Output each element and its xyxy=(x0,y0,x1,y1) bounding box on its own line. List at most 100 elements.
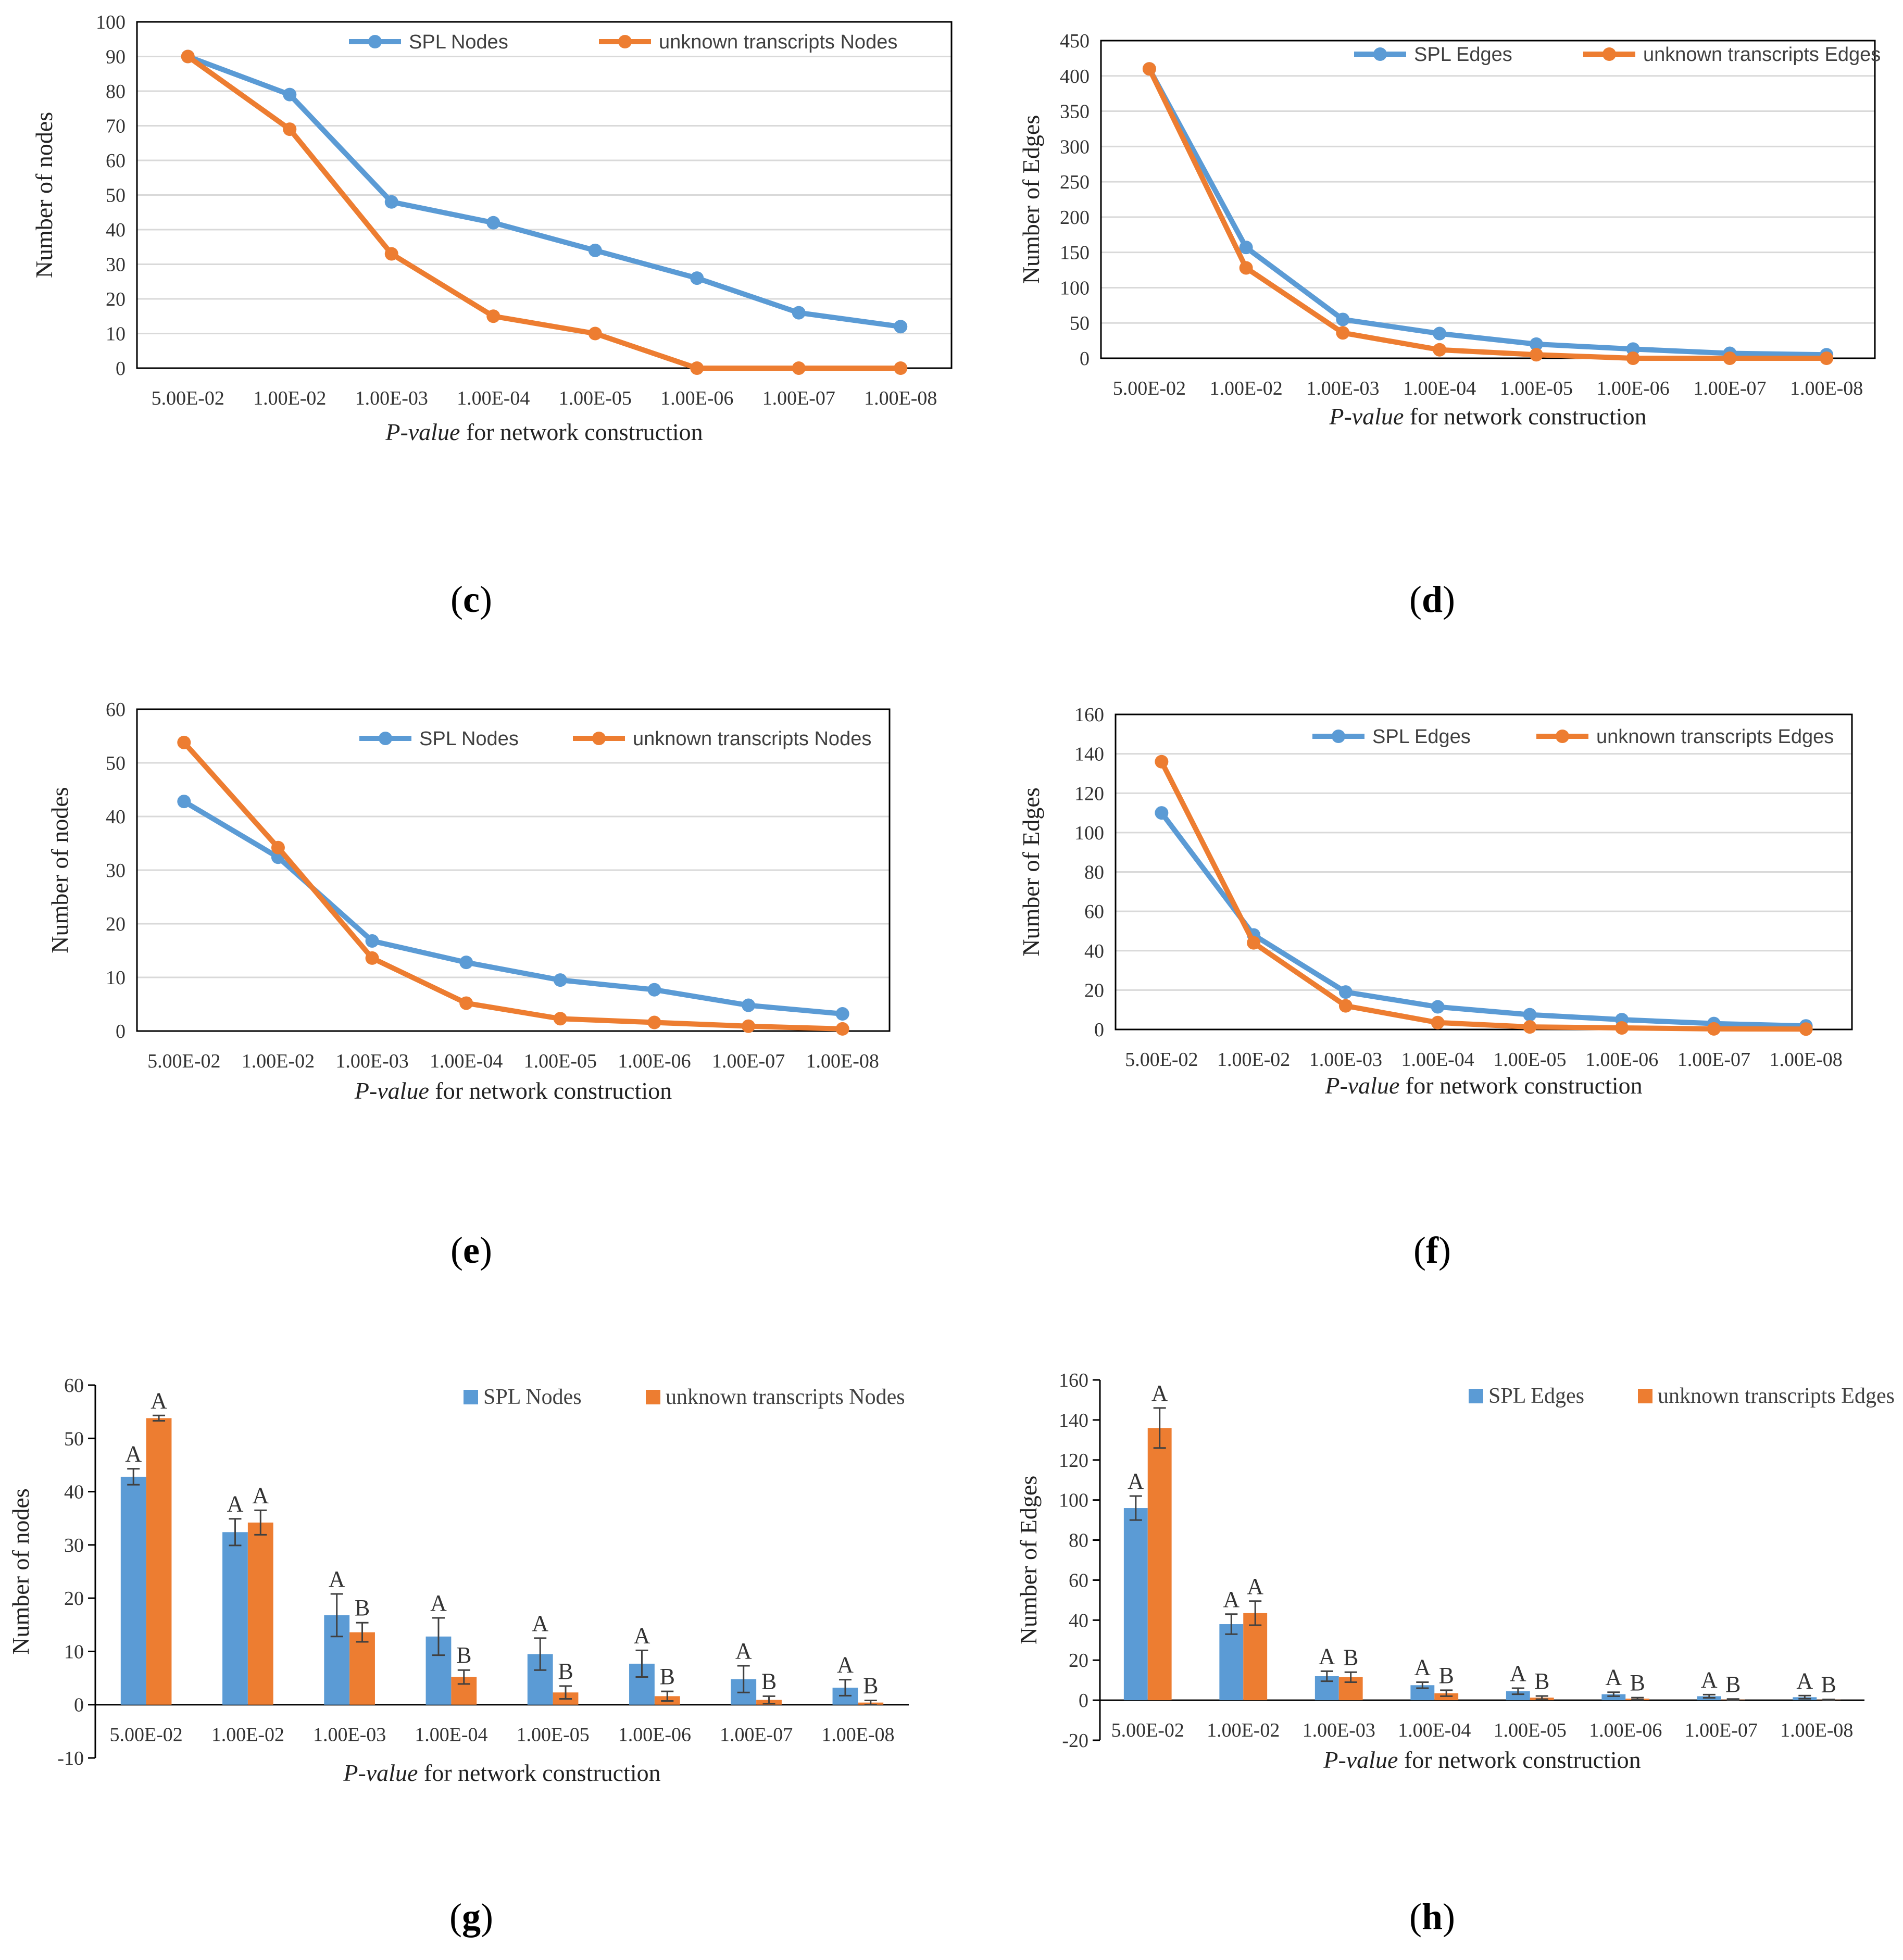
x-tick-label: 5.00E-02 xyxy=(1111,1719,1184,1741)
legend-marker xyxy=(1332,730,1345,743)
data-point xyxy=(588,243,602,257)
legend-marker xyxy=(592,732,606,745)
y-tick-label: 40 xyxy=(1069,1610,1088,1631)
x-tick-label: 1.00E-04 xyxy=(1401,1049,1474,1071)
x-tick-label: 1.00E-05 xyxy=(524,1050,597,1072)
y-tick-label: 0 xyxy=(116,358,126,380)
x-tick-label: 1.00E-07 xyxy=(1685,1719,1758,1741)
y-tick-label: 80 xyxy=(106,81,126,103)
x-axis-title: P-value for network construction xyxy=(1323,1747,1641,1773)
y-tick-label: 0 xyxy=(1080,348,1090,370)
y-tick-label: 60 xyxy=(106,150,126,172)
y-axis-title: Number of nodes xyxy=(7,1488,34,1654)
data-point xyxy=(1142,62,1156,76)
x-tick-label: 1.00E-08 xyxy=(1780,1719,1853,1741)
data-point xyxy=(1433,326,1447,341)
data-point xyxy=(1431,1015,1445,1029)
x-tick-label: 1.00E-02 xyxy=(1207,1719,1280,1741)
x-axis-title-italic: P-value xyxy=(1324,1072,1399,1099)
plot-frame xyxy=(136,708,891,1032)
series-line-0 xyxy=(1159,811,1806,1029)
y-tick-label: 60 xyxy=(1084,901,1104,923)
y-tick-label: 0 xyxy=(74,1694,84,1716)
x-tick-label: 1.00E-04 xyxy=(1398,1719,1471,1741)
y-tick-label: 160 xyxy=(1074,704,1104,726)
significance-label: B xyxy=(1725,1672,1741,1697)
series-line-0 xyxy=(186,54,901,330)
x-tick-label: 1.00E-08 xyxy=(1790,378,1863,399)
legend-marker xyxy=(1556,730,1569,743)
x-tick-label: 1.00E-02 xyxy=(211,1724,284,1746)
x-axis-title-italic: P-value xyxy=(343,1760,418,1786)
data-point xyxy=(742,1019,756,1033)
bar xyxy=(1219,1624,1244,1701)
y-tick-label: 20 xyxy=(106,288,126,310)
series-line-1 xyxy=(1147,68,1827,361)
x-tick-label: 1.00E-05 xyxy=(516,1724,589,1746)
significance-label: A xyxy=(1510,1661,1526,1686)
legend-label: unknown transcripts Nodes xyxy=(666,1385,905,1409)
x-axis-title: P-value for network construction xyxy=(1329,403,1646,430)
y-tick-label: 30 xyxy=(106,860,126,882)
x-tick-label: 1.00E-06 xyxy=(1596,378,1669,399)
data-point xyxy=(1155,755,1169,769)
x-tick-label: 1.00E-06 xyxy=(1585,1049,1658,1071)
data-point xyxy=(1336,326,1350,340)
plot-frame xyxy=(136,21,953,369)
data-point xyxy=(459,996,473,1010)
x-tick-label: 1.00E-02 xyxy=(1217,1049,1290,1071)
series-line-0 xyxy=(182,799,843,1017)
data-point xyxy=(690,271,704,285)
x-axis-title: P-value for network construction xyxy=(343,1760,660,1786)
series-line-1 xyxy=(186,54,901,371)
legend-marker xyxy=(1373,47,1387,61)
y-tick-label: 50 xyxy=(64,1428,84,1450)
data-point xyxy=(792,306,806,320)
significance-label: A xyxy=(329,1566,345,1592)
x-tick-label: 1.00E-05 xyxy=(1494,1719,1567,1741)
legend-swatch xyxy=(1638,1389,1652,1403)
x-tick-label: 1.00E-08 xyxy=(1769,1049,1842,1071)
y-tick-label: 30 xyxy=(106,254,126,276)
y-tick-label: -20 xyxy=(1062,1730,1088,1752)
x-tick-label: 1.00E-03 xyxy=(335,1050,408,1072)
y-tick-label: 40 xyxy=(106,806,126,828)
legend-marker xyxy=(618,35,632,48)
panel-label-h: (h) xyxy=(1409,1896,1455,1938)
significance-label: A xyxy=(1414,1655,1431,1680)
legend-label: SPL Edges xyxy=(1372,726,1471,748)
data-point xyxy=(835,1007,849,1021)
x-tick-label: 1.00E-07 xyxy=(720,1724,793,1746)
x-tick-label: 1.00E-04 xyxy=(1403,378,1476,399)
data-point xyxy=(1529,337,1543,351)
legend-label: unknown transcripts Nodes xyxy=(659,31,897,53)
significance-label: A xyxy=(1223,1587,1240,1612)
x-axis-title: P-value for network construction xyxy=(385,419,703,445)
data-point xyxy=(553,973,567,987)
significance-label: B xyxy=(1343,1644,1358,1670)
significance-label: A xyxy=(252,1482,269,1508)
x-tick-label: 1.00E-03 xyxy=(313,1724,386,1746)
bar xyxy=(349,1632,375,1705)
x-tick-label: 1.00E-07 xyxy=(1677,1049,1750,1071)
significance-label: B xyxy=(355,1595,370,1620)
bar xyxy=(1243,1613,1268,1701)
data-point xyxy=(647,983,661,997)
data-point xyxy=(1723,351,1737,365)
y-tick-label: 70 xyxy=(106,116,126,137)
legend-marker xyxy=(1602,47,1616,61)
series-line-1 xyxy=(182,740,843,1032)
bar xyxy=(1123,1508,1148,1701)
x-tick-label: 1.00E-03 xyxy=(355,387,428,409)
y-tick-label: 20 xyxy=(64,1588,84,1610)
y-axis-title: Number of nodes xyxy=(31,112,57,278)
x-axis-title-italic: P-value xyxy=(385,419,460,445)
x-axis-title-italic: P-value xyxy=(1323,1747,1398,1773)
x-axis-title: P-value for network construction xyxy=(1324,1072,1642,1099)
significance-label: B xyxy=(863,1673,878,1699)
x-axis-title-rest: for network construction xyxy=(1399,1072,1642,1099)
plot-frame xyxy=(1115,713,1853,1031)
y-tick-label: 100 xyxy=(1074,822,1104,844)
x-tick-label: 1.00E-06 xyxy=(1589,1719,1662,1741)
